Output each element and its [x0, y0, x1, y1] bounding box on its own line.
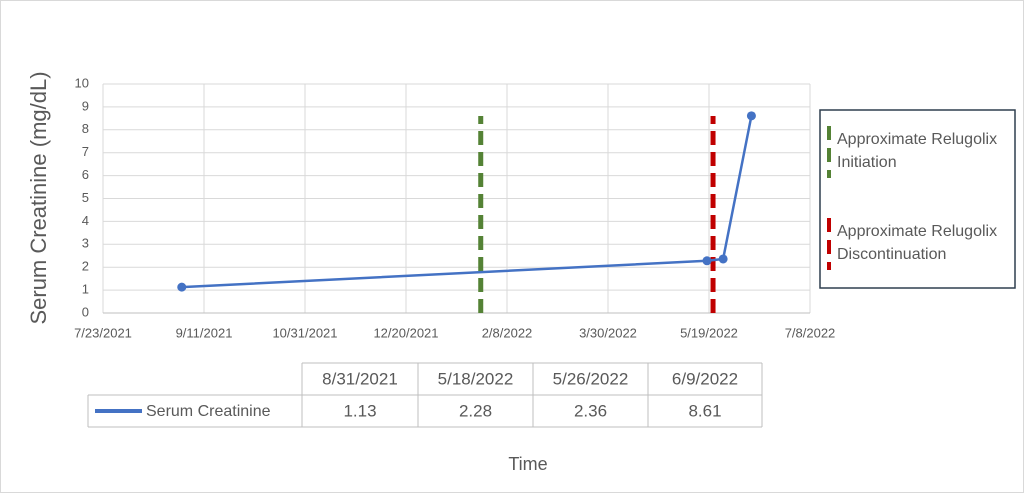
y-tick-label: 2: [82, 259, 89, 274]
legend-label: Initiation: [837, 154, 897, 171]
x-tick-label: 2/8/2022: [482, 325, 533, 340]
table-header: 6/9/2022: [672, 369, 738, 388]
table-header: 8/31/2021: [322, 369, 398, 388]
data-point: [177, 282, 187, 292]
x-tick-label: 9/11/2021: [176, 325, 233, 340]
table-value: 1.13: [343, 401, 376, 420]
legend-label: Serum Creatinine: [146, 403, 271, 420]
x-axis-title: Time: [508, 454, 547, 474]
data-point: [718, 254, 728, 264]
y-tick-label: 9: [82, 98, 89, 113]
y-tick-label: 3: [82, 236, 89, 251]
data-point: [702, 256, 712, 266]
legend-box: [819, 109, 1016, 289]
legend-label: Discontinuation: [837, 246, 946, 263]
x-tick-label: 12/20/2021: [373, 325, 438, 340]
table-header: 5/26/2022: [553, 369, 629, 388]
table-value: 2.36: [574, 401, 607, 420]
y-tick-label: 7: [82, 144, 89, 159]
data-point: [746, 111, 756, 121]
table-value: 8.61: [688, 401, 721, 420]
x-tick-label: 10/31/2021: [272, 325, 337, 340]
y-tick-label: 0: [82, 304, 89, 319]
legend-label: Approximate Relugolix: [837, 131, 997, 148]
data-line: [181, 115, 753, 289]
y-tick-label: 5: [82, 190, 89, 205]
x-tick-label: 7/23/2021: [74, 325, 132, 340]
x-tick-label: 7/8/2022: [785, 325, 836, 340]
table-header: 5/18/2022: [438, 369, 514, 388]
y-tick-label: 8: [82, 121, 89, 136]
y-tick-label: 10: [75, 75, 89, 90]
y-tick-label: 6: [82, 167, 89, 182]
legend-label: Approximate Relugolix: [837, 223, 997, 240]
x-tick-label: 5/19/2022: [680, 325, 738, 340]
y-tick-label: 4: [82, 213, 89, 228]
y-tick-label: 1: [82, 282, 89, 297]
table-value: 2.28: [459, 401, 492, 420]
y-axis-title: Serum Creatinine (mg/dL): [26, 71, 51, 324]
x-tick-label: 3/30/2022: [579, 325, 637, 340]
